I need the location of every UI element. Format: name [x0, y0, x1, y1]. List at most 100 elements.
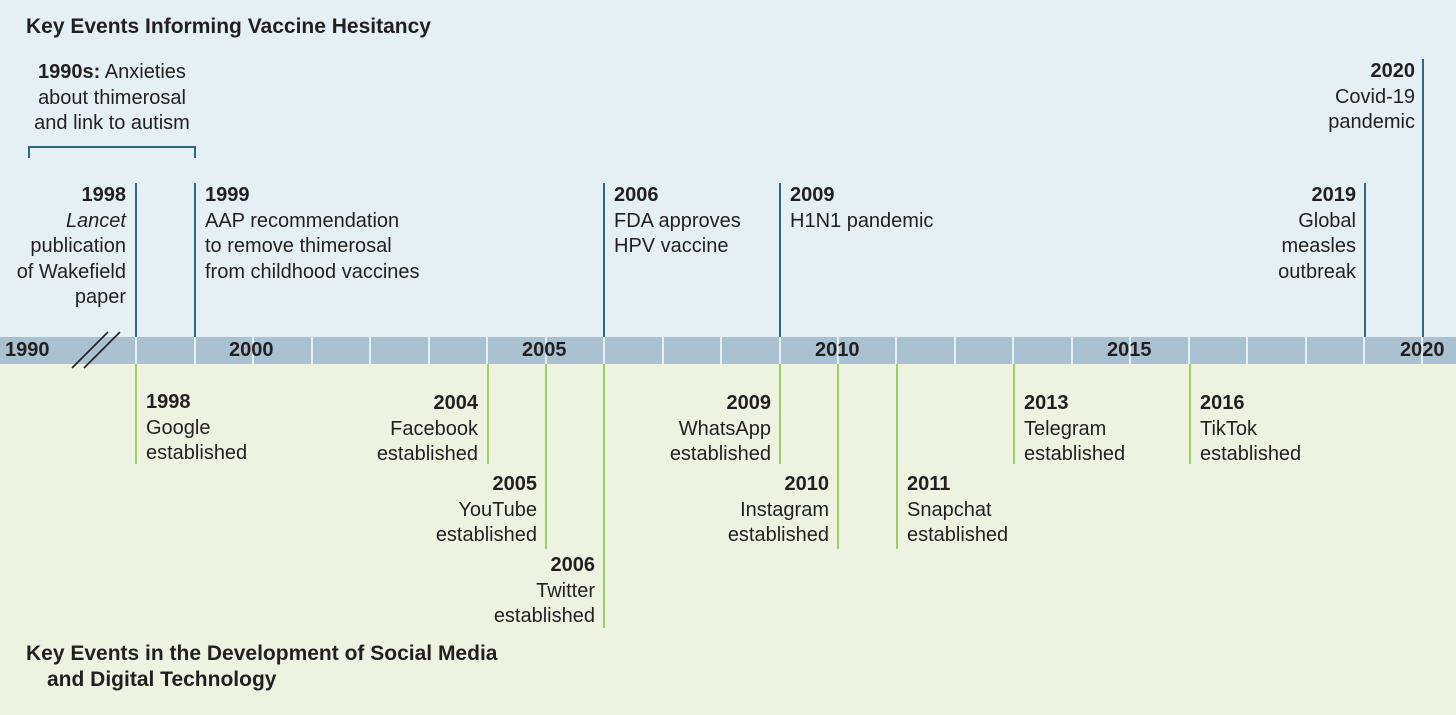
axis-tick	[720, 337, 722, 364]
event-2009-marker	[779, 183, 781, 337]
event-2009-year: 2009	[790, 184, 835, 206]
vaccine-panel-background	[0, 0, 1456, 337]
event-1999-aap: 1999 AAP recommendation to remove thimer…	[205, 183, 420, 285]
tech-snapchat-marker	[896, 364, 898, 549]
axis-tick	[252, 337, 254, 364]
axis-tick	[194, 337, 196, 364]
axis-break-mark	[71, 331, 121, 369]
axis-tick	[1246, 337, 1248, 364]
tech-event-snapchat: 2011 Snapchat established	[907, 472, 1008, 549]
event-2009-h1n1: 2009 H1N1 pandemic	[790, 183, 933, 234]
axis-tick	[486, 337, 488, 364]
tech-instagram-name: Instagram	[740, 498, 829, 521]
event-1998-line4: paper	[74, 286, 126, 308]
event-1999-line2: to remove thimerosal	[205, 235, 392, 257]
event-1990s-line1: Anxieties	[104, 61, 186, 83]
event-2020-line1: Covid-19	[1334, 85, 1415, 108]
tech-event-twitter: 2006 Twitter established	[446, 553, 595, 630]
event-1999-marker	[194, 183, 196, 337]
tech-google-marker	[135, 364, 137, 464]
event-1990s-thimerosal: 1990s: Anxieties about thimerosal and li…	[22, 60, 202, 137]
tech-twitter-name: Twitter	[536, 579, 595, 602]
tech-youtube-status: established	[435, 524, 537, 546]
event-1998-lancet-title: Lancet	[65, 209, 126, 232]
axis-tick	[954, 337, 956, 364]
axis-tick	[1305, 337, 1307, 364]
event-1990s-line3: and link to autism	[34, 112, 190, 134]
tech-tiktok-name: TikTok	[1200, 417, 1258, 440]
event-2019-year: 2019	[1311, 184, 1357, 206]
tech-section-title-line2: and Digital Technology	[47, 668, 277, 691]
axis-label-2020: 2020	[1400, 339, 1445, 361]
event-2019-marker	[1364, 183, 1366, 337]
tech-google-year: 1998	[146, 391, 191, 413]
event-1998-year: 1998	[81, 184, 127, 206]
tech-event-google: 1998 Google established	[146, 390, 247, 467]
tech-telegram-status: established	[1024, 443, 1126, 465]
tech-event-whatsapp: 2009 WhatsApp established	[620, 391, 771, 468]
axis-label-1990: 1990	[5, 339, 50, 361]
axis-tick	[662, 337, 664, 364]
axis-label-2010: 2010	[815, 339, 860, 361]
axis-tick	[779, 337, 781, 364]
axis-tick	[311, 337, 313, 364]
tech-youtube-year: 2005	[492, 473, 538, 495]
tech-instagram-year: 2010	[784, 473, 830, 495]
tech-twitter-year: 2006	[550, 554, 596, 576]
event-2006-line2: HPV vaccine	[614, 235, 729, 257]
tech-twitter-status: established	[493, 605, 595, 627]
event-2006-marker	[603, 183, 605, 337]
tech-event-tiktok: 2016 TikTok established	[1200, 391, 1301, 468]
event-1990s-year: 1990s:	[38, 61, 101, 83]
axis-tick	[1071, 337, 1073, 364]
tech-event-instagram: 2010 Instagram established	[680, 472, 829, 549]
event-1999-line1: AAP recommendation	[205, 209, 400, 232]
axis-tick	[1012, 337, 1014, 364]
event-1998-marker	[135, 183, 137, 337]
tech-telegram-name: Telegram	[1024, 417, 1107, 440]
axis-label-2005: 2005	[522, 339, 567, 361]
axis-label-2015: 2015	[1107, 339, 1152, 361]
event-2019-line2: measles	[1281, 235, 1356, 257]
axis-tick	[1363, 337, 1365, 364]
tech-event-facebook: 2004 Facebook established	[330, 391, 478, 468]
tech-section-title: Key Events in the Development of Social …	[26, 641, 497, 693]
axis-tick	[1421, 337, 1423, 364]
event-2019-measles: 2019 Global measles outbreak	[1200, 183, 1356, 285]
tech-telegram-year: 2013	[1024, 392, 1069, 414]
tech-telegram-marker	[1013, 364, 1015, 464]
axis-tick	[603, 337, 605, 364]
tech-snapchat-status: established	[907, 524, 1009, 546]
tech-event-youtube: 2005 YouTube established	[388, 472, 537, 549]
tech-snapchat-year: 2011	[907, 473, 951, 495]
event-1999-line3: from childhood vaccines	[205, 260, 420, 283]
axis-label-2000: 2000	[229, 339, 274, 361]
event-1999-year: 1999	[205, 184, 250, 206]
event-2020-line2: pandemic	[1328, 111, 1415, 133]
axis-tick	[837, 337, 839, 364]
tech-instagram-marker	[837, 364, 839, 549]
axis-tick	[135, 337, 137, 364]
axis-tick	[1188, 337, 1190, 364]
tech-google-name: Google	[146, 416, 211, 439]
tech-section-title-line1: Key Events in the Development of Social …	[26, 642, 498, 665]
event-2020-marker	[1422, 59, 1424, 337]
tech-snapchat-name: Snapchat	[907, 498, 992, 521]
tech-facebook-name: Facebook	[390, 417, 478, 440]
tech-youtube-name: YouTube	[458, 498, 537, 521]
tech-instagram-status: established	[727, 524, 829, 546]
event-2006-year: 2006	[614, 184, 659, 206]
tech-tiktok-status: established	[1200, 443, 1302, 465]
tech-facebook-status: established	[376, 443, 478, 465]
tech-facebook-marker	[487, 364, 489, 464]
tech-panel-background	[0, 364, 1456, 715]
tech-facebook-year: 2004	[433, 392, 479, 414]
axis-tick	[369, 337, 371, 364]
axis-tick	[545, 337, 547, 364]
event-2006-fda: 2006 FDA approves HPV vaccine	[614, 183, 741, 260]
tech-whatsapp-year: 2009	[726, 392, 772, 414]
event-2009-line1: H1N1 pandemic	[790, 209, 934, 232]
event-2020-covid: 2020 Covid-19 pandemic	[1270, 59, 1415, 136]
event-2019-line1: Global	[1298, 209, 1356, 232]
